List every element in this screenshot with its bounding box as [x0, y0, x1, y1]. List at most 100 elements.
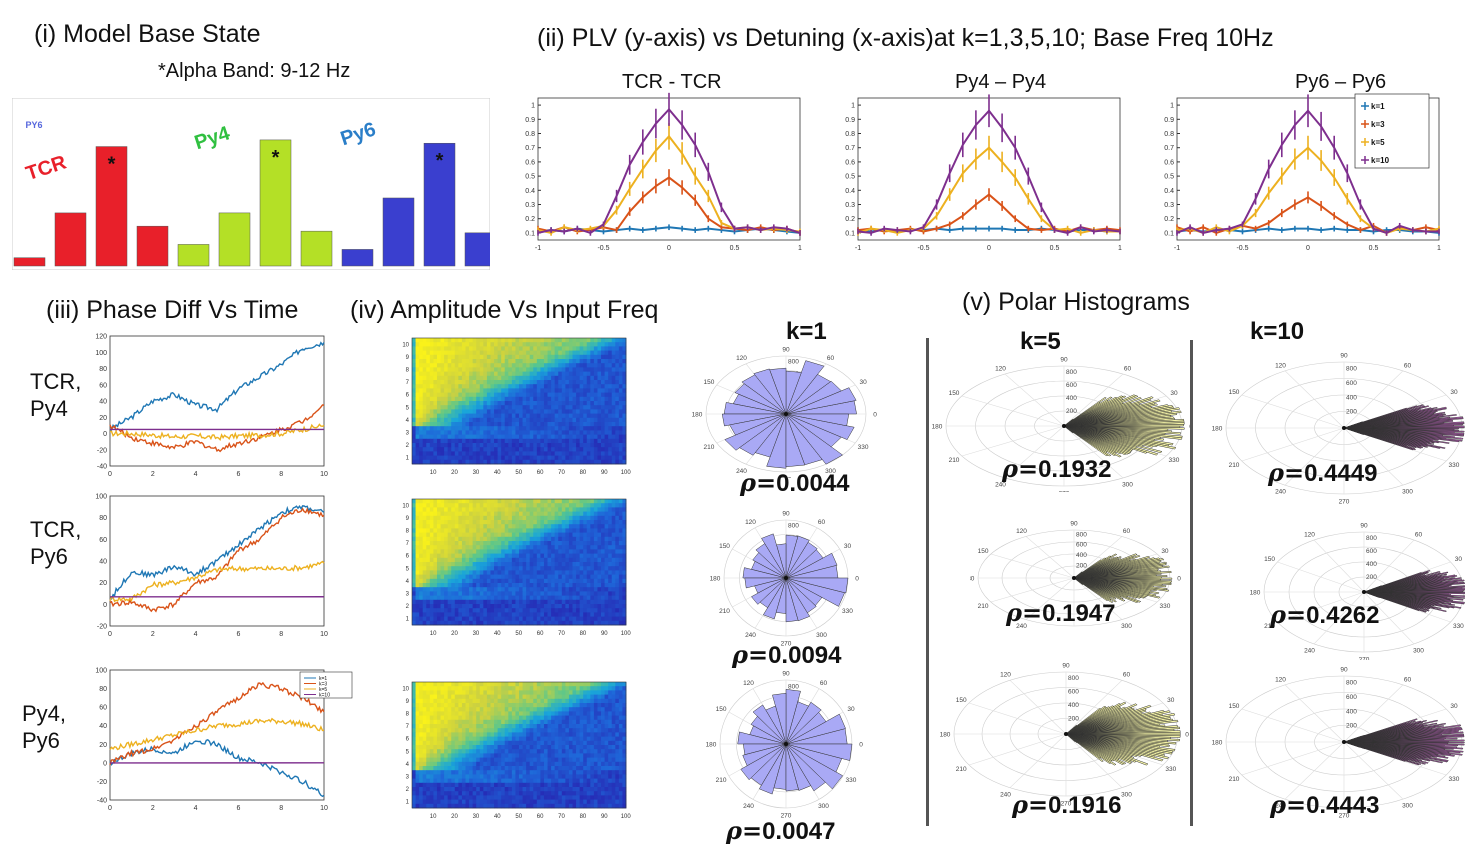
- plv-xtick: 0.5: [1050, 245, 1060, 252]
- polar-angle-tick: 30: [1167, 697, 1175, 704]
- phase-xtick: 8: [279, 631, 283, 638]
- plv-ytick: 0.4: [1164, 188, 1174, 195]
- phase-ytick: 40: [99, 723, 107, 730]
- plv-legend: [1354, 93, 1430, 169]
- heatmap-ytick: 3: [406, 592, 410, 598]
- phase-ytick: 20: [99, 742, 107, 749]
- polar-angle-tick: 240: [1304, 648, 1315, 655]
- phase-ytick: -20: [97, 447, 107, 454]
- polar-angle-tick: 270: [1059, 491, 1070, 493]
- polar-angle-tick: 150: [978, 548, 989, 555]
- polar-radial-tick: 600: [1366, 548, 1377, 555]
- plv-legend-entry: k=10: [1371, 156, 1390, 165]
- plv-legend-entry: k=5: [1371, 138, 1385, 147]
- phase-xtick: 6: [236, 471, 240, 478]
- polar-angle-tick: 120: [995, 365, 1006, 372]
- polar-center: [784, 412, 788, 416]
- polar-grid-spoke: [1025, 577, 1075, 620]
- polar-bin: [785, 577, 849, 594]
- plv-xtick: -0.5: [917, 245, 929, 252]
- polar-grid-spoke: [1343, 741, 1404, 800]
- heatmap-xtick: 50: [515, 814, 522, 820]
- polar-angle-tick: 330: [846, 777, 857, 784]
- heatmap-axes-2: [411, 681, 627, 809]
- polar-angle-tick: 0: [1177, 576, 1181, 583]
- phase-xtick: 8: [279, 471, 283, 478]
- polar-grid-spoke: [1313, 539, 1365, 593]
- polar-angle-tick: 60: [1404, 362, 1412, 369]
- polar-hist-k1-2: 0306090120150180210240270300330200400600…: [710, 511, 860, 648]
- polar-angle-tick: 240: [995, 482, 1006, 489]
- heatmap-ytick: 2: [406, 787, 410, 793]
- polar-angle-tick: 180: [940, 732, 951, 739]
- polar-bin: [1063, 397, 1107, 427]
- heatmap-ytick: 5: [406, 749, 410, 755]
- k-label-1: k=1: [786, 318, 827, 345]
- phase-ytick: 80: [99, 515, 107, 522]
- phase-axes-2: [109, 669, 325, 801]
- phase-xtick: 2: [151, 471, 155, 478]
- phase-series-k3: [109, 404, 325, 453]
- phase-ytick: 120: [95, 334, 107, 341]
- polar-grid-spoke: [990, 553, 1075, 579]
- phase-ytick: 40: [99, 399, 107, 406]
- polar-radial-tick: 400: [1346, 708, 1357, 715]
- plv-ytick: 0.7: [1164, 145, 1174, 152]
- plv-xtick: 0: [987, 245, 991, 252]
- polar-angle-tick: 30: [1450, 389, 1458, 396]
- polar-angle-tick: 210: [978, 603, 989, 610]
- heatmap-ytick: 7: [406, 541, 410, 547]
- phase-ytick: -20: [97, 624, 107, 631]
- heatmap-xtick: 40: [494, 814, 501, 820]
- plv-legend-entry: k=3: [1371, 120, 1385, 129]
- phase-series-k5: [109, 717, 325, 751]
- plv-ytick: 0.3: [525, 202, 535, 209]
- polar-grid-spoke: [1009, 733, 1067, 788]
- heatmap-xtick: 80: [580, 814, 587, 820]
- amplitude-heatmap-3: 1 2 3 4 5 6 7 8 9 10 10 20 30 40 50 60 70 80 90 100: [402, 681, 631, 820]
- heatmap-xtick: 80: [580, 470, 587, 476]
- bar-py6-3: [464, 232, 490, 267]
- plv-series-k10: [537, 107, 801, 234]
- polar-angle-tick: 0: [1189, 424, 1190, 431]
- polar-angle-tick: 120: [1275, 362, 1286, 369]
- plv-ytick: 0.9: [1164, 117, 1174, 124]
- heatmap-ytick: 5: [406, 405, 410, 411]
- polar-angle-tick: 150: [949, 390, 960, 397]
- polar-hist-k1-3: 0306090120150180210240270300330200400600…: [706, 671, 864, 820]
- heatmap-xtick: 10: [430, 814, 437, 820]
- phase-ytick: 60: [99, 705, 107, 712]
- phase-ytick: 80: [99, 686, 107, 693]
- polar-angle-tick: 270: [1359, 657, 1370, 661]
- polar-angle-tick: 300: [1121, 623, 1132, 630]
- heatmap-ytick: 8: [406, 529, 410, 535]
- polar-angle-tick: 300: [1122, 482, 1133, 489]
- polar-radial-tick: 400: [1076, 552, 1087, 559]
- heatmap-xtick: 30: [473, 631, 480, 637]
- polar-angle-tick: 60: [1123, 672, 1131, 679]
- plv-ytick: 0.6: [1164, 159, 1174, 166]
- polar-grid-spoke: [1284, 370, 1345, 429]
- bar-py4-3: [300, 230, 333, 267]
- plv-ytick: 0.6: [525, 159, 535, 166]
- heatmap-xtick: 20: [451, 814, 458, 820]
- plv-series-k10: [1176, 109, 1439, 234]
- heatmap-ytick: 3: [406, 431, 410, 437]
- plv-ytick: 0.8: [525, 131, 535, 138]
- heatmap-ytick: 8: [406, 368, 410, 374]
- bar-py6-1: [382, 197, 415, 267]
- heatmap-xtick: 100: [621, 470, 632, 476]
- polar-grid-spoke: [1277, 591, 1365, 623]
- phase-xtick: 4: [194, 471, 198, 478]
- polar-grid-spoke: [1343, 684, 1404, 743]
- heatmap-xtick: 70: [558, 470, 565, 476]
- plv-ytick: 0.1: [1164, 230, 1174, 237]
- plv-chart-tcr: 0.1 0.2 0.3 0.4 0.5 0.6 0.7 0.8 0.9 1 -1 -0.5 0 0.5 1: [525, 92, 802, 252]
- polar-hist-k5-3: 0 30 60 90 120 150 180 210 240 270 300 330 200 400 600…: [940, 663, 1189, 808]
- heatmap-ytick: 6: [406, 393, 410, 399]
- polar-angle-tick: 240: [1000, 791, 1011, 798]
- heatmap-xtick: 60: [537, 470, 544, 476]
- polar-radial-tick: 800: [1346, 366, 1357, 373]
- polar-grid-spoke: [1063, 373, 1124, 427]
